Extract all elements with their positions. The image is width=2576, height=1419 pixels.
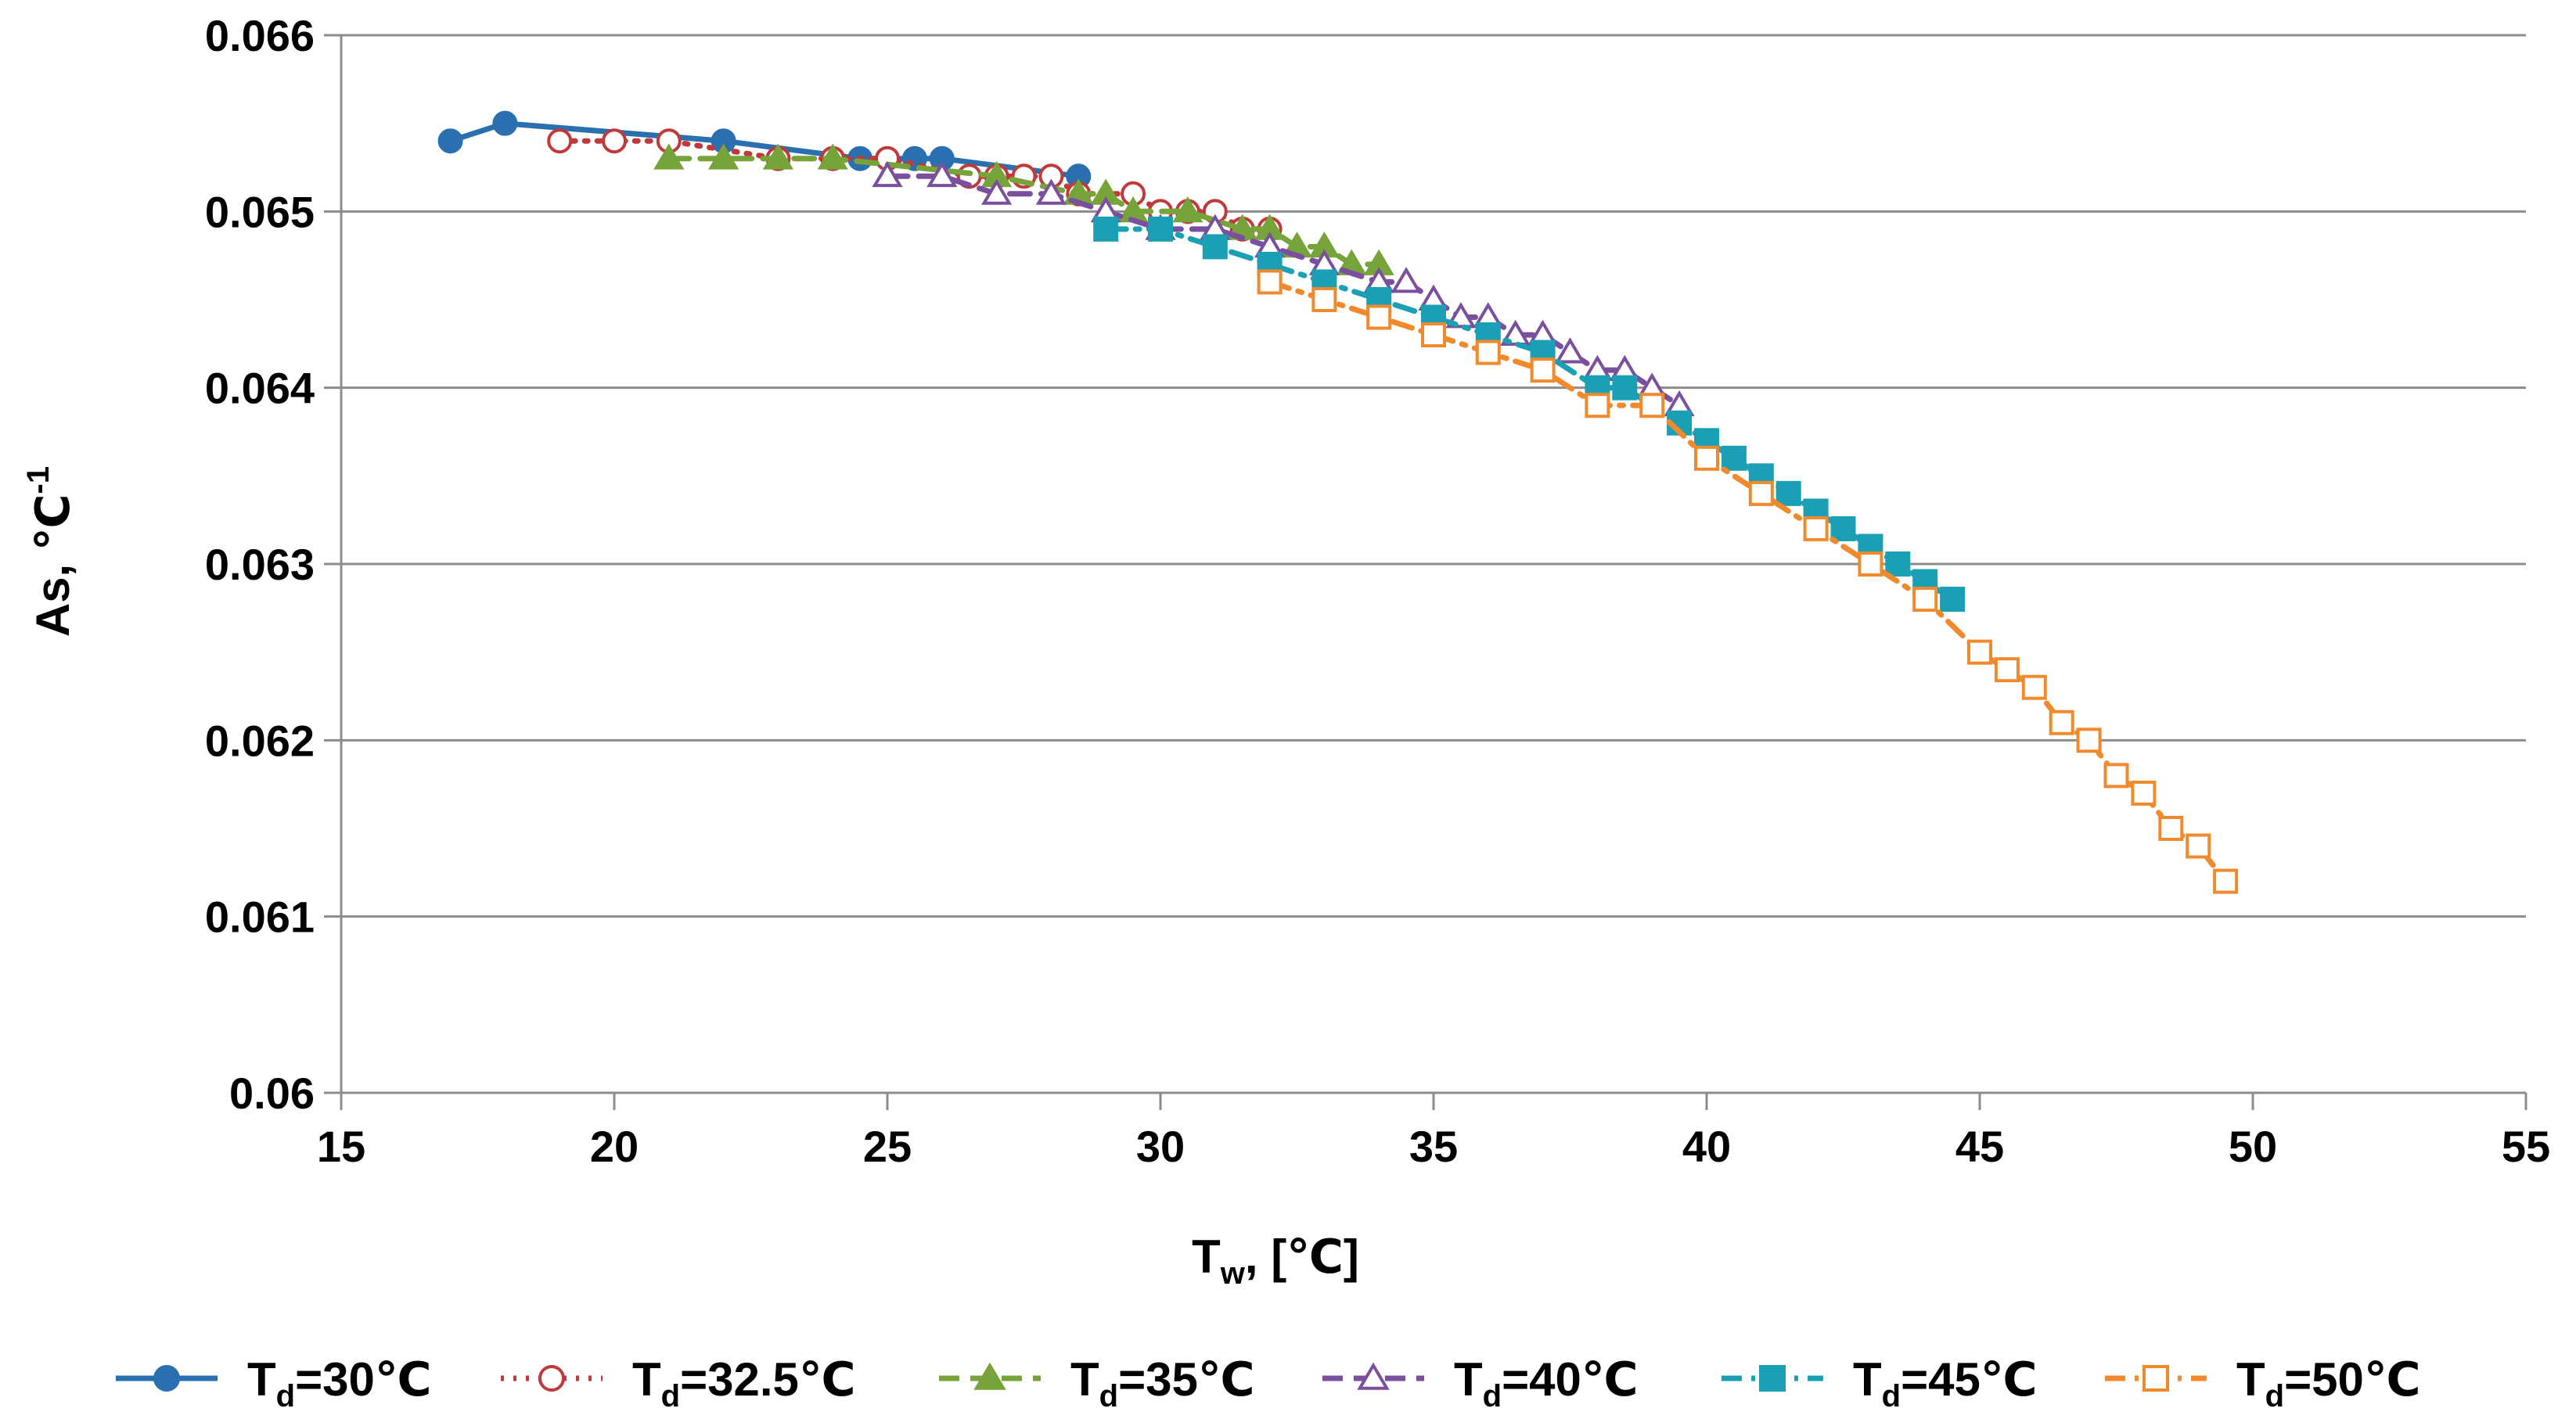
data-point [707, 143, 739, 170]
data-point [2213, 868, 2239, 894]
data-point [1093, 216, 1119, 242]
x-tick-label: 35 [1409, 1122, 1458, 1171]
data-point [2186, 833, 2211, 859]
data-point [872, 160, 903, 188]
legend-item-6: Td=50℃ [2105, 1353, 2421, 1414]
data-point [1830, 516, 1856, 541]
data-point [1639, 393, 1665, 419]
legend-item-4: Td=40℃ [1322, 1353, 1639, 1414]
y-tick-label: 0.066 [205, 11, 315, 60]
data-point [762, 143, 794, 170]
data-point [1148, 216, 1173, 242]
data-point [437, 128, 463, 154]
legend-label: Td=30℃ [247, 1353, 432, 1414]
legend-marker [2142, 1365, 2169, 1392]
data-point [2021, 674, 2047, 700]
data-point [1994, 657, 2020, 683]
legend-marker [1357, 1362, 1390, 1390]
gridlines [341, 34, 2526, 918]
legend-marker [538, 1365, 565, 1392]
data-point [1912, 587, 1938, 613]
x-tick-label: 55 [2502, 1122, 2550, 1171]
data-point [1775, 480, 1801, 506]
data-point [1612, 375, 1638, 401]
axes [324, 34, 2527, 1110]
legend-label: Td=50℃ [2236, 1353, 2421, 1414]
data-point [1202, 234, 1228, 260]
legend-marker [153, 1365, 180, 1392]
y-tick-label: 0.06 [229, 1069, 315, 1118]
data-point [1721, 445, 1747, 471]
data-point [1858, 551, 1883, 577]
data-point [492, 110, 518, 136]
x-tick-label: 15 [317, 1122, 365, 1171]
data-point [817, 143, 848, 170]
data-point [1554, 337, 1586, 364]
tick-labels: 0.06 0.061 0.062 0.063 0.064 0.065 0.066 15 20 25… [205, 11, 2550, 1171]
data-point [2103, 763, 2129, 789]
data-point [1748, 480, 1774, 506]
data-point [602, 128, 627, 154]
data-point [1530, 357, 1556, 383]
y-tick-label: 0.065 [205, 187, 315, 236]
data-point [1035, 178, 1067, 205]
data-point [1257, 269, 1283, 295]
data-point [1391, 267, 1422, 293]
data-point [2076, 727, 2102, 753]
series-6 [1257, 269, 2239, 894]
legend-label: Td=40℃ [1454, 1353, 1639, 1414]
x-tick-label: 45 [1955, 1122, 2004, 1171]
legend-label: Td=45℃ [1853, 1353, 2038, 1414]
x-axis-title: Tw, [℃] [1192, 1230, 1359, 1291]
data-point [980, 178, 1013, 205]
data-point [1366, 304, 1392, 330]
y-tick-label: 0.061 [205, 893, 315, 942]
data-point [2049, 710, 2074, 735]
series-layer [437, 110, 2239, 894]
legend-label: Td=35℃ [1070, 1353, 1255, 1414]
data-point [1475, 339, 1501, 365]
y-tick-label: 0.062 [205, 716, 315, 765]
data-point [1967, 639, 1992, 665]
y-tick-label: 0.063 [205, 540, 315, 589]
data-point [1311, 287, 1337, 312]
data-point [1885, 551, 1911, 577]
x-tick-label: 30 [1136, 1122, 1185, 1171]
x-tick-label: 40 [1682, 1122, 1731, 1171]
data-point [1421, 322, 1446, 348]
data-point [2158, 816, 2184, 841]
y-axis-title: As, ℃-1 [21, 466, 79, 637]
x-tick-label: 25 [863, 1122, 912, 1171]
data-point [1940, 587, 1966, 613]
legend-item-5: Td=45℃ [1722, 1353, 2038, 1414]
legend: Td=30℃ Td=32.5℃ Td=35℃ Td=40℃ Td=45℃ Td=50℃ [116, 1353, 2421, 1414]
legend-item-1: Td=30℃ [116, 1353, 432, 1414]
legend-marker [1759, 1365, 1786, 1392]
legend-label: Td=32.5℃ [632, 1353, 856, 1414]
data-point [547, 128, 573, 154]
data-point [1585, 393, 1610, 419]
legend-marker [973, 1362, 1006, 1390]
x-tick-label: 20 [590, 1122, 639, 1171]
data-point [653, 143, 685, 170]
data-point [1694, 445, 1719, 471]
legend-item-3: Td=35℃ [939, 1353, 1255, 1414]
legend-item-2: Td=32.5℃ [501, 1353, 856, 1414]
data-point [1803, 516, 1829, 541]
data-point [926, 160, 958, 188]
x-tick-label: 50 [2229, 1122, 2277, 1171]
data-point [1172, 196, 1203, 223]
y-tick-label: 0.064 [205, 364, 315, 413]
data-point [2131, 780, 2157, 806]
